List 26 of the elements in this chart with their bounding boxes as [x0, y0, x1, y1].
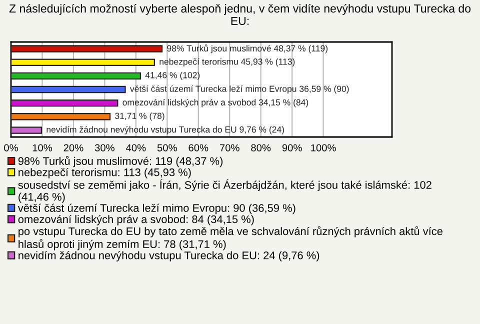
legend-label: po vstupu Turecka do EU by tato země měla ve schvalování různých právních aktů více hlasů oproti jiným zemím EU: 78 (31,71 %) — [18, 226, 442, 250]
x-tick-label: 60% — [188, 144, 208, 152]
x-tick-label: 40% — [126, 144, 146, 152]
data-label: 98% Turků jsou muslimové 48,37 % (119) — [167, 44, 328, 54]
legend-label: sousedství se zeměmi jako - Írán, Sýrie či Ázerbájdžán, které jsou také islámské: 102 (41,46 %) — [18, 179, 432, 203]
x-tick-label: 50% — [157, 144, 177, 152]
legend-label: 98% Turků jsou muslimové: 119 (48,37 %) — [18, 156, 223, 168]
x-tick-label: 80% — [251, 144, 271, 152]
legend-label: nevidím žádnou nevýhodu vstupu Turecka do EU: 24 (9,76 %) — [18, 251, 320, 262]
data-label: nebezpečí terorismu 45,93 % (113) — [160, 58, 295, 66]
chart-title: Z následujících možností vyberte alespoň jednu, v čem vidíte nevýhodu vstupu Turecka do EU: — [9, 4, 471, 26]
legend-label: větší část území Turecka leží mimo Evropu: 90 (36,59 %) — [18, 204, 296, 214]
x-tick-label: 0% — [4, 144, 18, 152]
data-label: nevidím žádnou nevýhodu vstupu Turecka do EU 9,76 % (24) — [46, 126, 284, 134]
x-tick-label: 100% — [311, 144, 336, 152]
data-label: větší část území Turecka leží mimo Evropu 36,59 % (90) — [130, 85, 349, 94]
data-label: omezování lidských práv a svobod 34,15 % (84) — [122, 98, 308, 108]
x-tick-label: 70% — [220, 144, 240, 152]
x-tick-label: 30% — [94, 144, 114, 152]
legend-label: omezování lidských práv a svobod: 84 (34,15 %) — [18, 214, 254, 226]
data-label: 31,71 % (78) — [115, 112, 164, 121]
x-tick-label: 20% — [64, 144, 84, 152]
data-label: 41,46 % (102) — [145, 72, 200, 80]
x-tick-label: 90% — [282, 144, 302, 152]
legend-label: nebezpečí terorismu: 113 (45,93 %) — [18, 168, 191, 178]
x-tick-label: 10% — [32, 144, 52, 152]
